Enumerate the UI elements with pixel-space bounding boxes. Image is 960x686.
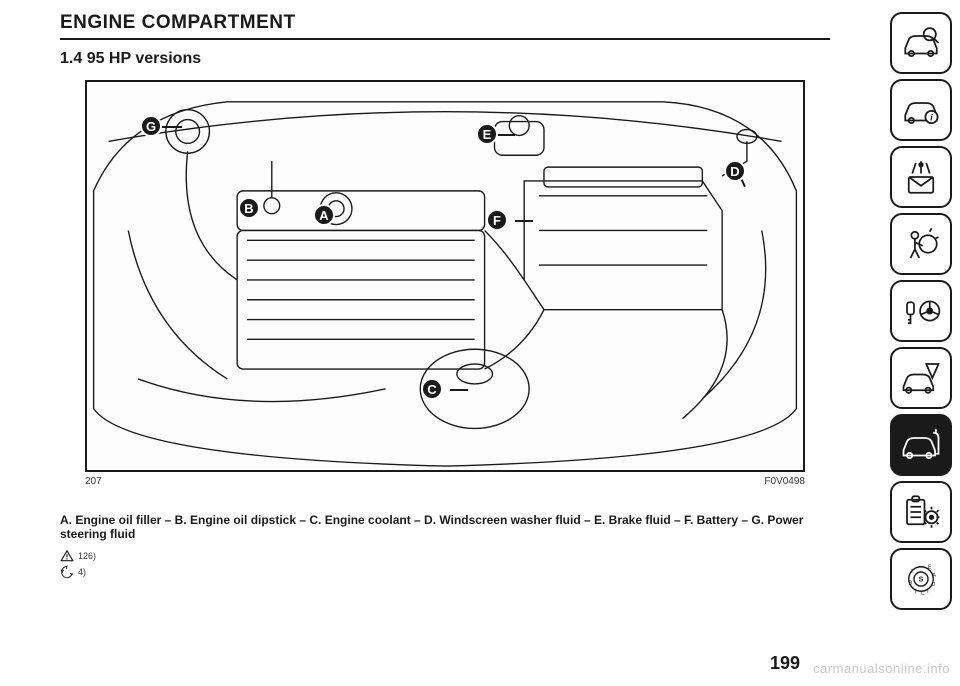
svg-text:I: I (915, 589, 916, 595)
figure-caption: 207 F0V0498 (85, 476, 805, 487)
note-ref: 4) (78, 567, 86, 577)
watermark: carmanualsonline.info (813, 661, 950, 676)
key-wheel-icon (900, 290, 942, 332)
callout-g: G (140, 115, 162, 137)
car-hazard-icon (900, 357, 942, 399)
leader-line (160, 126, 182, 128)
figure-code: F0V0498 (764, 476, 805, 487)
svg-text:A: A (932, 572, 936, 578)
tab-car-hazard[interactable] (890, 347, 952, 409)
figure-number: 207 (85, 476, 102, 487)
airbag-icon (900, 223, 942, 265)
callout-d: D (724, 160, 746, 182)
callout-e: E (476, 123, 498, 145)
tab-key-wheel[interactable] (890, 280, 952, 342)
diagram-legend: A. Engine oil filler – B. Engine oil dip… (60, 513, 830, 541)
light-envelope-icon (900, 156, 942, 198)
svg-text:B: B (909, 580, 913, 586)
tab-clipboard-gear[interactable] (890, 481, 952, 543)
clipboard-gear-icon (900, 491, 942, 533)
callout-c: C (421, 378, 443, 400)
leader-line (450, 389, 468, 391)
tab-car-info[interactable]: i (890, 79, 952, 141)
car-info-icon: i (900, 89, 942, 131)
svg-text:C: C (921, 591, 925, 597)
note-ref: 126) (78, 551, 96, 561)
section-title: ENGINE COMPARTMENT (60, 12, 830, 40)
leader-line (515, 220, 533, 222)
tab-airbag[interactable] (890, 213, 952, 275)
recycle-note: 4) (60, 565, 830, 579)
recycle-icon (60, 565, 74, 579)
tab-car-magnify[interactable] (890, 12, 952, 74)
callout-f: F (486, 209, 508, 231)
callout-a: A (313, 204, 335, 226)
tab-rosette[interactable]: SZBICTDAE (890, 548, 952, 610)
leader-line (497, 134, 515, 136)
section-tabs: i SZBICTDAE (890, 12, 952, 610)
tab-light-envelope[interactable] (890, 146, 952, 208)
car-magnify-icon (900, 22, 942, 64)
section-subtitle: 1.4 95 HP versions (60, 50, 830, 68)
engine-line-art (87, 82, 803, 470)
warning-note: 126) (60, 549, 830, 563)
svg-text:T: T (926, 589, 930, 595)
callout-b: B (238, 197, 260, 219)
svg-text:E: E (928, 565, 932, 571)
warning-triangle-icon (60, 549, 74, 563)
page-number: 199 (770, 653, 800, 674)
engine-diagram: G B A E F D C (85, 80, 805, 472)
rosette-icon: SZBICTDAE (900, 558, 942, 600)
svg-text:D: D (932, 582, 936, 588)
car-wrench-icon (900, 424, 942, 466)
tab-car-wrench[interactable] (890, 414, 952, 476)
svg-text:S: S (919, 577, 924, 584)
